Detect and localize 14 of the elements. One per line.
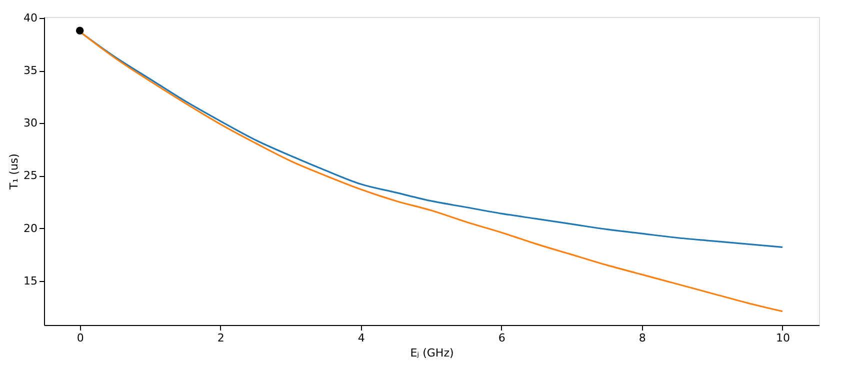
x-tick-label: 8 — [638, 332, 646, 344]
x-tick-label: 2 — [217, 332, 224, 344]
x-tick-label: 4 — [358, 332, 365, 344]
x-tick-label: 6 — [498, 332, 506, 344]
x-tick-label: 0 — [76, 332, 84, 344]
x-tick-label: 10 — [776, 332, 790, 344]
y-tick-label: 30 — [24, 116, 38, 130]
y-tick-label: 25 — [24, 169, 38, 182]
y-tick-label: 20 — [24, 222, 38, 235]
y-tick-label: 40 — [24, 12, 38, 25]
y-axis-title: T₁ (us) — [8, 154, 21, 190]
x-axis-title: Eⱼ (GHz) — [410, 346, 454, 360]
y-tick-label: 15 — [24, 274, 38, 288]
y-tick-label: 35 — [24, 64, 38, 78]
